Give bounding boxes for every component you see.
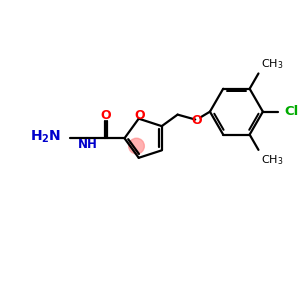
- Text: NH: NH: [78, 138, 98, 151]
- Text: Cl: Cl: [284, 105, 299, 118]
- Text: O: O: [100, 109, 111, 122]
- Circle shape: [129, 138, 144, 154]
- Text: O: O: [134, 109, 145, 122]
- Text: O: O: [191, 114, 202, 127]
- Text: $\mathregular{H_2N}$: $\mathregular{H_2N}$: [31, 129, 62, 146]
- Text: CH$_3$: CH$_3$: [261, 153, 284, 166]
- Text: CH$_3$: CH$_3$: [261, 57, 284, 70]
